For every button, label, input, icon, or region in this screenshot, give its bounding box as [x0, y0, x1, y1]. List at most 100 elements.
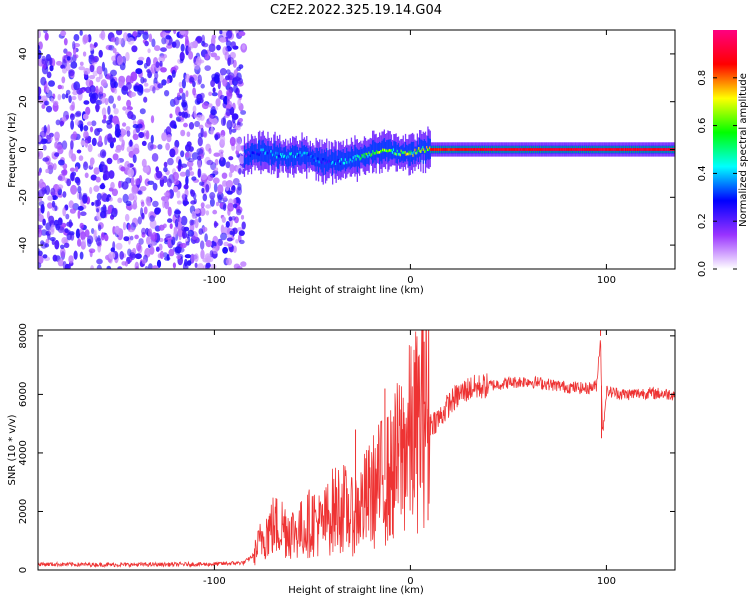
signal-core	[281, 155, 283, 158]
signal-core	[479, 148, 481, 151]
noise-cell	[106, 157, 113, 165]
noise-cell	[210, 109, 218, 116]
noise-cell	[121, 139, 125, 148]
noise-cell	[208, 43, 216, 53]
signal-core	[552, 148, 554, 151]
signal-core	[596, 148, 598, 151]
signal-core	[560, 148, 562, 151]
signal-band	[281, 150, 283, 166]
noise-cell	[192, 40, 199, 49]
signal-rim	[484, 146, 487, 148]
noise-cell	[174, 39, 181, 49]
signal-core	[557, 148, 559, 151]
signal-core	[580, 148, 583, 151]
signal-rim	[561, 151, 563, 153]
signal-core	[583, 148, 586, 151]
noise-cell	[52, 163, 57, 171]
noise-cell	[167, 218, 173, 223]
signal-rim	[643, 151, 645, 153]
noise-cell	[167, 157, 174, 166]
signal-core	[555, 148, 557, 151]
signal-rim	[590, 146, 592, 148]
noise-cell	[152, 200, 159, 208]
noise-cell	[150, 134, 154, 144]
signal-rim	[584, 151, 586, 153]
noise-cell	[238, 31, 246, 37]
noise-cell	[227, 243, 233, 248]
signal-core	[512, 148, 514, 151]
signal-rim	[614, 146, 616, 148]
signal-rim	[447, 146, 449, 148]
signal-band	[408, 143, 410, 167]
signal-rim	[655, 151, 657, 153]
spectrogram-y-tick-label: 20	[18, 95, 29, 108]
signal-core	[430, 148, 432, 151]
noise-cell	[188, 51, 194, 60]
noise-cell	[38, 224, 44, 229]
signal-rim	[435, 151, 438, 153]
noise-cell	[43, 100, 50, 106]
noise-cell	[212, 245, 219, 255]
signal-core	[546, 148, 548, 151]
signal-core	[613, 148, 615, 151]
signal-rim	[430, 146, 432, 148]
signal-core	[572, 148, 574, 151]
noise-cell	[200, 127, 204, 138]
signal-core	[573, 148, 575, 151]
signal-rim	[465, 151, 467, 153]
noise-cell	[86, 121, 93, 126]
signal-rim	[651, 146, 653, 148]
signal-rim	[475, 146, 477, 148]
snr-x-tick-label: 0	[407, 576, 413, 587]
signal-band	[319, 147, 321, 168]
signal-core	[276, 155, 278, 159]
signal-core	[496, 148, 498, 151]
noise-cell	[217, 184, 224, 195]
signal-core	[301, 153, 303, 157]
noise-cell	[96, 258, 103, 265]
signal-core	[434, 148, 437, 151]
noise-cell	[226, 30, 233, 39]
signal-core	[517, 148, 519, 151]
signal-rim	[596, 151, 598, 153]
noise-cell	[148, 263, 153, 269]
signal-core	[529, 148, 531, 151]
signal-core	[492, 148, 494, 151]
noise-cell	[147, 180, 155, 185]
noise-cell	[169, 148, 176, 158]
signal-band	[316, 148, 318, 167]
signal-rim	[520, 146, 522, 148]
noise-cell	[145, 130, 150, 140]
signal-rim	[479, 146, 481, 148]
signal-core	[605, 148, 607, 151]
signal-core	[578, 148, 580, 151]
signal-band	[417, 144, 420, 162]
noise-cell	[118, 180, 122, 189]
noise-cell	[208, 103, 213, 108]
spectrogram-y-tick-label: -20	[18, 189, 29, 205]
signal-rim	[447, 151, 449, 153]
signal-rim	[639, 146, 641, 148]
noise-cell	[185, 73, 191, 83]
noise-cell	[71, 95, 77, 101]
signal-core	[348, 160, 350, 164]
noise-cell	[232, 178, 240, 186]
noise-cell	[210, 79, 216, 88]
noise-cell	[117, 81, 124, 88]
signal-rim	[512, 151, 514, 153]
signal-core	[280, 153, 282, 156]
signal-core	[373, 151, 375, 155]
signal-core	[367, 155, 369, 158]
signal-core	[594, 148, 596, 151]
noise-cell	[126, 130, 131, 137]
noise-cell	[107, 105, 111, 116]
spectrogram-y-label: Frequency (Hz)	[7, 112, 18, 188]
noise-cell	[116, 55, 124, 66]
signal-band	[427, 135, 429, 159]
signal-core	[338, 159, 341, 163]
signal-core	[399, 153, 401, 157]
noise-cell	[127, 168, 135, 178]
signal-rim	[531, 151, 534, 153]
signal-core	[445, 148, 447, 151]
signal-core	[622, 148, 624, 151]
